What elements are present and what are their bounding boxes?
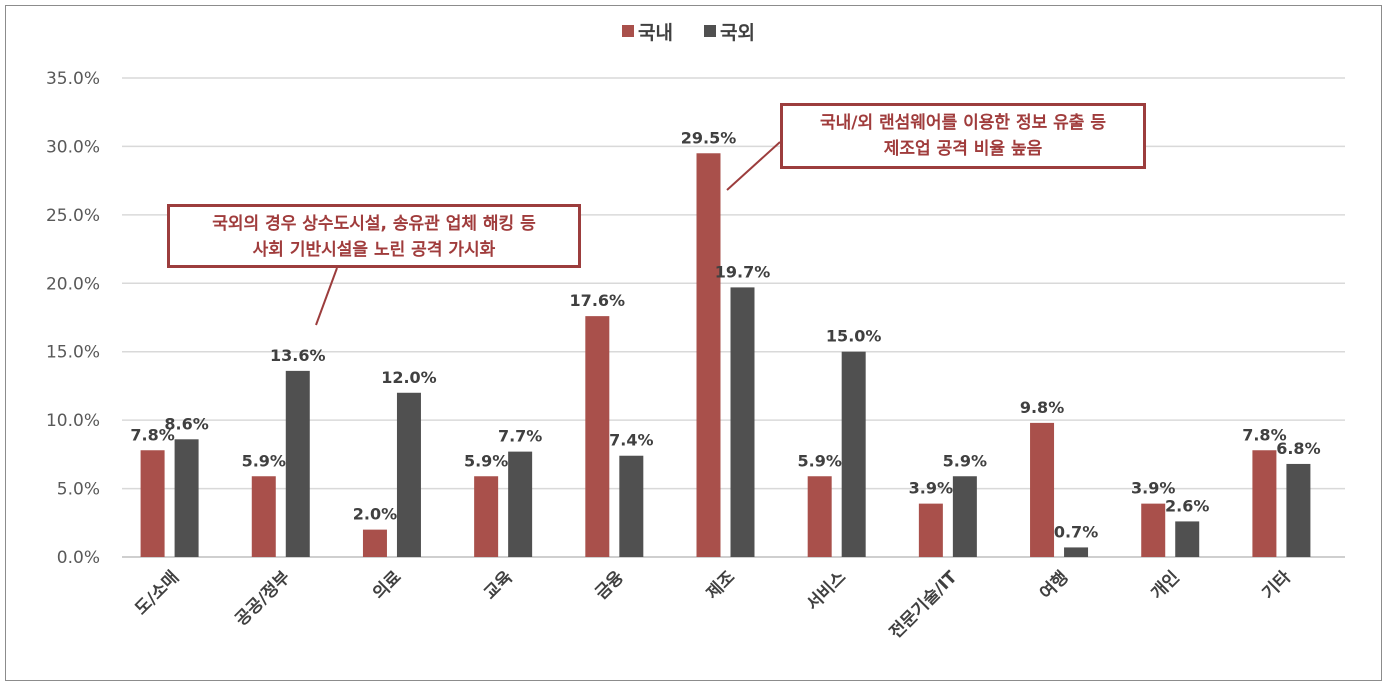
x-tick-label: 개인 <box>1148 567 1184 603</box>
bar-overseas <box>952 476 977 557</box>
data-label: 5.9% <box>464 451 508 470</box>
legend-swatch <box>622 25 634 37</box>
bar-domestic <box>474 476 499 557</box>
bar-overseas <box>174 439 199 557</box>
bar-overseas <box>1286 463 1311 557</box>
data-label: 6.8% <box>1276 439 1320 458</box>
y-tick-label: 0.0% <box>57 548 100 568</box>
y-tick-label: 20.0% <box>46 274 100 294</box>
y-tick-label: 30.0% <box>46 137 100 157</box>
x-tick-label: 전문기술/IT <box>886 567 962 643</box>
y-tick-label: 5.0% <box>57 480 100 500</box>
data-label: 13.6% <box>270 346 326 365</box>
chart-frame <box>5 5 1382 681</box>
bar-domestic <box>251 476 276 557</box>
bar-overseas <box>841 351 866 557</box>
data-label: 3.9% <box>1131 479 1175 498</box>
data-label: 7.8% <box>1242 425 1286 444</box>
legend-swatch <box>704 25 716 37</box>
annotation-line: 국내/외 랜섬웨어를 이용한 정보 유출 등 <box>819 113 1107 133</box>
bar-domestic <box>1141 503 1166 557</box>
bar-overseas <box>285 370 310 557</box>
legend-label: 국외 <box>720 22 755 44</box>
data-label: 15.0% <box>826 327 882 346</box>
bar-overseas <box>508 451 533 557</box>
x-tick-label: 도/소매 <box>131 567 183 619</box>
bar-overseas <box>619 455 644 557</box>
data-label: 5.9% <box>943 451 987 470</box>
x-tick-label: 서비스 <box>803 567 851 615</box>
annotation-line: 국외의 경우 상수도시설, 송유관 업체 해킹 등 <box>212 214 536 234</box>
data-label: 7.4% <box>609 431 653 450</box>
data-label: 19.7% <box>715 262 771 281</box>
y-tick-label: 35.0% <box>46 69 100 89</box>
x-tick-label: 교육 <box>480 567 517 604</box>
data-label: 2.0% <box>353 505 397 524</box>
x-tick-label: 기타 <box>1259 567 1296 604</box>
data-label: 0.7% <box>1054 522 1098 541</box>
x-tick-label: 금융 <box>592 567 629 604</box>
bar-domestic <box>1252 450 1277 557</box>
data-label: 7.7% <box>498 427 542 446</box>
annotation-leader <box>315 267 338 326</box>
y-tick-label: 15.0% <box>46 343 100 363</box>
bar-domestic <box>918 503 943 557</box>
bar-domestic <box>140 450 165 557</box>
data-label: 7.8% <box>130 425 174 444</box>
bar-overseas <box>730 287 755 557</box>
bar-domestic <box>585 316 610 557</box>
legend-label: 국내 <box>638 22 673 44</box>
bar-overseas <box>396 392 421 557</box>
bar-overseas <box>1175 521 1200 557</box>
annotation-manufacturing: 국내/외 랜섬웨어를 이용한 정보 유출 등 제조업 공격 비율 높음 <box>780 103 1146 169</box>
data-label: 29.5% <box>681 128 737 147</box>
data-label: 2.6% <box>1165 496 1209 515</box>
y-tick-label: 25.0% <box>46 206 100 226</box>
annotation-leader <box>726 141 781 191</box>
data-label: 12.0% <box>381 368 437 387</box>
x-tick-label: 여행 <box>1036 567 1072 603</box>
bar-domestic <box>807 476 832 557</box>
data-label: 3.9% <box>909 479 953 498</box>
x-tick-label: 의료 <box>369 567 406 604</box>
data-label: 9.8% <box>1020 398 1064 417</box>
annotation-line: 사회 기반시설을 노린 공격 가시화 <box>252 240 496 260</box>
bar-domestic <box>362 529 387 557</box>
data-label: 5.9% <box>242 451 286 470</box>
bar-domestic <box>1030 422 1055 557</box>
bar-overseas <box>1064 547 1089 557</box>
y-tick-label: 10.0% <box>46 411 100 431</box>
data-label: 8.6% <box>164 414 208 433</box>
data-label: 5.9% <box>797 451 841 470</box>
x-tick-label: 제조 <box>703 567 740 604</box>
x-tick-label: 공공/정부 <box>232 567 295 630</box>
annotation-public: 국외의 경우 상수도시설, 송유관 업체 해킹 등 사회 기반시설을 노린 공격… <box>167 204 581 268</box>
annotation-line: 제조업 공격 비율 높음 <box>883 139 1043 159</box>
data-label: 17.6% <box>570 291 626 310</box>
bar-domestic <box>696 153 721 557</box>
